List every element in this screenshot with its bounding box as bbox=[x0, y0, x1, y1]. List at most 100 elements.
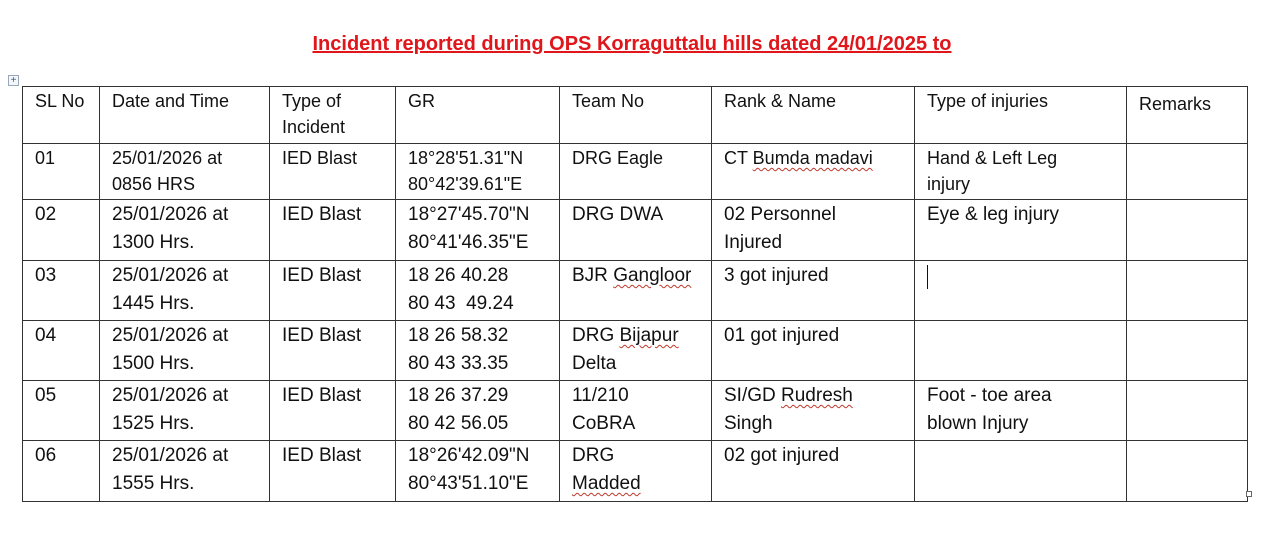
cell-gr[interactable]: 18°28'51.31"N 80°42'39.61"E bbox=[395, 143, 560, 200]
header-type-of-injuries[interactable]: Type of injuries bbox=[914, 86, 1127, 144]
cell-rank-name[interactable]: 02 Personnel Injured bbox=[711, 199, 915, 261]
time-line: 1525 Hrs. bbox=[112, 413, 195, 434]
cell-remarks[interactable] bbox=[1126, 440, 1248, 502]
latitude: 18°26'42.09"N bbox=[408, 445, 530, 466]
time-line: 1300 Hrs. bbox=[112, 232, 195, 253]
cell-team[interactable]: BJR Gangloor bbox=[559, 260, 712, 321]
latitude: 18 26 37.29 bbox=[408, 385, 509, 406]
move-handle-icon[interactable]: + bbox=[8, 75, 19, 86]
cell-sl[interactable]: 01 bbox=[22, 143, 100, 200]
cell-injuries[interactable] bbox=[914, 320, 1127, 381]
team-prefix: DRG bbox=[572, 325, 620, 346]
rank-prefix: CT bbox=[724, 148, 753, 168]
time-line: 0856 HRS bbox=[112, 174, 196, 194]
table-header-row: SL No Date and Time Type of Incident GR … bbox=[22, 86, 1248, 144]
cell-date[interactable]: 25/01/2026 at 1525 Hrs. bbox=[99, 380, 270, 441]
header-gr[interactable]: GR bbox=[395, 86, 560, 144]
header-team-no[interactable]: Team No bbox=[559, 86, 712, 144]
header-type-of-incident[interactable]: Type of Incident bbox=[269, 86, 396, 144]
cell-injuries[interactable] bbox=[914, 260, 1127, 321]
injury-line: Hand & Left Leg bbox=[927, 148, 1058, 168]
longitude: 80°41'46.35"E bbox=[408, 232, 529, 253]
cell-gr[interactable]: 18 26 37.29 80 42 56.05 bbox=[395, 380, 560, 441]
header-rank-name[interactable]: Rank & Name bbox=[711, 86, 915, 144]
person-name: Rudresh bbox=[781, 385, 853, 406]
date-line: 25/01/2026 at bbox=[112, 385, 229, 406]
cell-remarks[interactable] bbox=[1126, 199, 1248, 261]
cell-remarks[interactable] bbox=[1126, 380, 1248, 441]
longitude: 80°43'51.10"E bbox=[408, 473, 529, 494]
cell-gr[interactable]: 18 26 58.32 80 43 33.35 bbox=[395, 320, 560, 381]
table-row: 01 25/01/2026 at 0856 HRS IED Blast 18°2… bbox=[22, 143, 1248, 200]
team-line: DRG bbox=[572, 445, 615, 466]
cell-gr[interactable]: 18°26'42.09"N 80°43'51.10"E bbox=[395, 440, 560, 502]
team-name: Bijapur bbox=[619, 325, 679, 346]
injury-line: injury bbox=[927, 174, 971, 194]
cell-sl[interactable]: 05 bbox=[22, 380, 100, 441]
cell-team[interactable]: DRG Eagle bbox=[559, 143, 712, 200]
latitude: 18 26 58.32 bbox=[408, 325, 509, 346]
team-line: DRG Bijapur bbox=[572, 322, 699, 350]
team-line: 11/210 bbox=[572, 385, 629, 406]
cell-injuries[interactable]: Foot - toe area blown Injury bbox=[914, 380, 1127, 441]
cell-rank-name[interactable]: SI/GD Rudresh Singh bbox=[711, 380, 915, 441]
rank-line: Injured bbox=[724, 232, 783, 253]
latitude: 18°28'51.31"N bbox=[408, 148, 524, 168]
cell-remarks[interactable] bbox=[1126, 320, 1248, 381]
rank-prefix: SI/GD bbox=[724, 385, 782, 406]
cell-team[interactable]: DRG Bijapur Delta bbox=[559, 320, 712, 381]
header-date-time[interactable]: Date and Time bbox=[99, 86, 270, 144]
table-row: 05 25/01/2026 at 1525 Hrs. IED Blast 18 … bbox=[22, 380, 1248, 441]
cell-team[interactable]: DRG Madded bbox=[559, 440, 712, 502]
cell-rank-name[interactable]: 01 got injured bbox=[711, 320, 915, 381]
cell-sl[interactable]: 03 bbox=[22, 260, 100, 321]
team-line: Delta bbox=[572, 353, 617, 374]
cell-sl[interactable]: 02 bbox=[22, 199, 100, 261]
cell-date[interactable]: 25/01/2026 at 1300 Hrs. bbox=[99, 199, 270, 261]
cell-team[interactable]: 11/210 CoBRA bbox=[559, 380, 712, 441]
team-name: Gangloor bbox=[613, 265, 692, 286]
cell-type[interactable]: IED Blast bbox=[269, 143, 396, 200]
cell-rank-name[interactable]: CT Bumda madavi bbox=[711, 143, 915, 200]
cell-remarks[interactable] bbox=[1126, 260, 1248, 321]
longitude: 80 42 56.05 bbox=[408, 413, 509, 434]
date-line: 25/01/2026 at bbox=[112, 325, 229, 346]
cell-rank-name[interactable]: 3 got injured bbox=[711, 260, 915, 321]
text-cursor bbox=[927, 264, 928, 289]
rank-line: Singh bbox=[724, 413, 773, 434]
cell-type[interactable]: IED Blast bbox=[269, 380, 396, 441]
cell-date[interactable]: 25/01/2026 at 0856 HRS bbox=[99, 143, 270, 200]
table-row: 02 25/01/2026 at 1300 Hrs. IED Blast 18°… bbox=[22, 199, 1248, 261]
header-sl-no[interactable]: SL No bbox=[22, 86, 100, 144]
cell-injuries[interactable]: Eye & leg injury bbox=[914, 199, 1127, 261]
cell-date[interactable]: 25/01/2026 at 1445 Hrs. bbox=[99, 260, 270, 321]
table-row: 04 25/01/2026 at 1500 Hrs. IED Blast 18 … bbox=[22, 320, 1248, 381]
cell-type[interactable]: IED Blast bbox=[269, 320, 396, 381]
cell-remarks[interactable] bbox=[1126, 143, 1248, 200]
cell-type[interactable]: IED Blast bbox=[269, 440, 396, 502]
longitude: 80 43 49.24 bbox=[408, 293, 514, 314]
date-line: 25/01/2026 at bbox=[112, 148, 223, 168]
latitude: 18 26 40.28 bbox=[408, 265, 509, 286]
resize-handle-icon[interactable] bbox=[1246, 491, 1252, 497]
time-line: 1445 Hrs. bbox=[112, 293, 195, 314]
cell-type[interactable]: IED Blast bbox=[269, 260, 396, 321]
cell-date[interactable]: 25/01/2026 at 1500 Hrs. bbox=[99, 320, 270, 381]
table-row: 03 25/01/2026 at 1445 Hrs. IED Blast 18 … bbox=[22, 260, 1248, 321]
cell-sl[interactable]: 04 bbox=[22, 320, 100, 381]
cell-injuries[interactable]: Hand & Left Leg injury bbox=[914, 143, 1127, 200]
cell-team[interactable]: DRG DWA bbox=[559, 199, 712, 261]
cell-injuries[interactable] bbox=[914, 440, 1127, 502]
injury-line: blown Injury bbox=[927, 413, 1029, 434]
cell-gr[interactable]: 18°27'45.70"N 80°41'46.35"E bbox=[395, 199, 560, 261]
cell-sl[interactable]: 06 bbox=[22, 440, 100, 502]
cell-gr[interactable]: 18 26 40.28 80 43 49.24 bbox=[395, 260, 560, 321]
header-remarks[interactable]: Remarks bbox=[1126, 86, 1248, 144]
cell-rank-name[interactable]: 02 got injured bbox=[711, 440, 915, 502]
rank-line: 02 Personnel bbox=[724, 204, 836, 225]
document-title: Incident reported during OPS Korraguttal… bbox=[312, 33, 952, 55]
table-row: 06 25/01/2026 at 1555 Hrs. IED Blast 18°… bbox=[22, 440, 1248, 502]
cell-type[interactable]: IED Blast bbox=[269, 199, 396, 261]
cell-date[interactable]: 25/01/2026 at 1555 Hrs. bbox=[99, 440, 270, 502]
latitude: 18°27'45.70"N bbox=[408, 204, 530, 225]
